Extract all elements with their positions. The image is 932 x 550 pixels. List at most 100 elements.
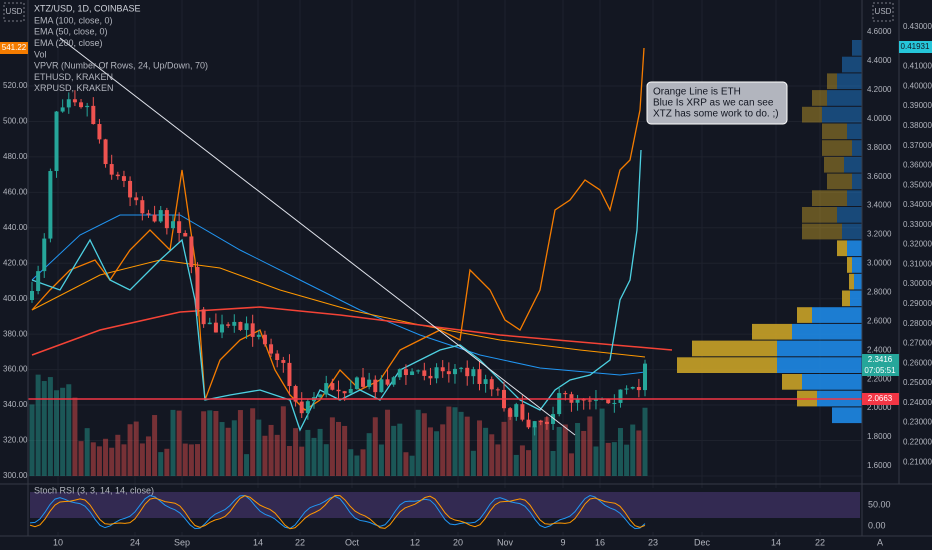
profile-up: [782, 374, 802, 390]
volume-bar: [66, 384, 72, 476]
stoch-line: [29, 495, 646, 530]
volume-bar: [317, 428, 323, 476]
volume-bar: [556, 426, 562, 476]
profile-up: [837, 240, 847, 257]
volume-bar: [60, 387, 66, 476]
left-axis-label: 500.00: [3, 117, 28, 126]
candle-body: [581, 399, 586, 401]
candle-body: [514, 404, 519, 417]
ratio-axis-label: 0.37000: [903, 141, 932, 150]
profile-up: [802, 207, 837, 223]
profile-up: [847, 257, 852, 273]
candle-body: [79, 102, 84, 108]
volume-bar: [532, 426, 538, 476]
profile-down: [852, 40, 862, 56]
currency-box[interactable]: [872, 2, 894, 22]
profile-down: [777, 357, 862, 373]
price-axis-label: 2.0000: [867, 403, 892, 412]
candle-body: [60, 107, 65, 112]
stoch-pane: [28, 488, 860, 532]
price-axis-label: 2.6000: [867, 316, 892, 325]
ratio-axis-label: 0.35000: [903, 180, 932, 189]
volume-bar: [219, 422, 225, 476]
candle-body: [618, 389, 623, 403]
candle-body: [189, 236, 194, 268]
volume-bar: [305, 429, 311, 476]
annotation-line: Orange Line is ETH: [653, 87, 741, 98]
volume-bar: [47, 377, 53, 476]
volume-bar: [54, 390, 60, 476]
left-axis-label: 300.00: [3, 471, 28, 480]
candle-body: [452, 368, 457, 375]
candle-body: [262, 334, 267, 345]
volume-bar: [262, 435, 268, 476]
volume-bar: [176, 410, 182, 476]
left-axis-label: 400.00: [3, 294, 28, 303]
profile-up: [849, 273, 854, 290]
legend-entry: XRPUSD, KRAKEN: [34, 83, 114, 93]
profile-up: [812, 190, 847, 206]
volume-bar: [513, 454, 519, 476]
candle-body: [183, 233, 188, 237]
volume-bar: [544, 417, 550, 476]
stoch-tick: 50.00: [868, 499, 891, 509]
volume-bar: [575, 423, 581, 476]
candle-body: [636, 386, 641, 391]
volume-bar: [483, 427, 489, 476]
price-axis-label: 2.8000: [867, 287, 892, 296]
legend-entry: EMA (100, close, 0): [34, 15, 113, 25]
candle-body: [624, 388, 629, 390]
legend-entry: EMA (200, close): [34, 38, 103, 48]
volume-bar: [501, 421, 507, 476]
ratio-axis-label: 0.26000: [903, 358, 932, 367]
volume-bar: [630, 424, 636, 476]
volume-bar: [415, 409, 421, 476]
volume-bar: [562, 424, 568, 476]
candle-body: [563, 393, 568, 395]
volume-bar: [78, 441, 84, 476]
profile-down: [847, 240, 862, 257]
time-axis-label: Sep: [174, 537, 190, 547]
left-axis-label: 360.00: [3, 365, 28, 374]
candle-body: [213, 322, 218, 333]
volume-bar: [366, 433, 372, 476]
profile-up: [797, 307, 812, 323]
volume-bar: [29, 404, 35, 476]
ratio-axis-label: 0.31000: [903, 259, 932, 268]
candle-body: [250, 323, 255, 337]
left-axis-label: 440.00: [3, 223, 28, 232]
annotation-box[interactable]: [646, 81, 788, 125]
volume-bar: [458, 411, 464, 476]
volume-bar: [41, 381, 47, 476]
left-axis-label: 380.00: [3, 329, 28, 338]
currency-box[interactable]: [3, 2, 25, 22]
volume-bar: [452, 407, 458, 476]
volume-bar: [256, 419, 262, 476]
auto-button[interactable]: A: [877, 537, 883, 547]
volume-bar: [397, 423, 403, 476]
volume-bar: [354, 455, 360, 476]
candle-body: [115, 174, 120, 177]
profile-down: [847, 190, 862, 206]
volume-bar: [550, 450, 556, 476]
profile-up: [822, 140, 852, 156]
left-axis-label: 480.00: [3, 152, 28, 161]
profile-up: [692, 340, 777, 357]
candle-body: [207, 322, 212, 325]
price-tag: [862, 354, 899, 376]
ratio-axis-label: 0.30000: [903, 279, 932, 288]
candle-body: [379, 379, 384, 393]
candle-body: [477, 369, 482, 384]
profile-down: [854, 273, 862, 290]
candle-body: [342, 391, 347, 394]
volume-bar: [164, 448, 170, 476]
legend: EMA (100, close, 0) EMA (50, close, 0)EMA…: [34, 15, 208, 93]
candle-body: [575, 399, 580, 403]
candle-body: [483, 379, 488, 384]
profile-up: [827, 173, 852, 190]
ratio-axis-label: 0.25000: [903, 378, 932, 387]
volume-bar: [35, 374, 41, 476]
candle-body: [72, 99, 77, 103]
time-axis-label: Oct: [345, 537, 360, 547]
candle-body: [54, 111, 59, 172]
